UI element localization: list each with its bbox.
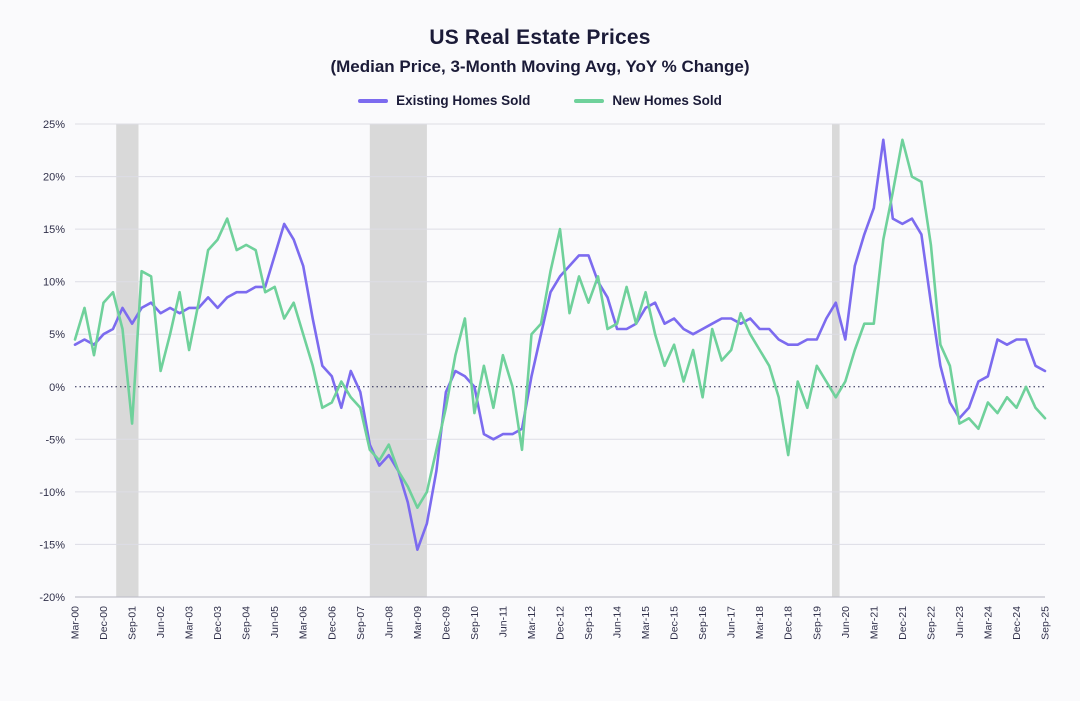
price-chart-svg: 25% 20% 15% 10% 5% 0% -5% -10% -15% -20% Mar-00 Dec… xyxy=(39,119,1052,640)
svg-text:5%: 5% xyxy=(49,329,65,341)
svg-text:10%: 10% xyxy=(43,277,65,289)
svg-text:Jun-14: Jun-14 xyxy=(612,606,624,638)
svg-text:-5%: -5% xyxy=(45,434,65,446)
svg-text:0%: 0% xyxy=(49,382,65,394)
chart-title: US Real Estate Prices xyxy=(429,26,651,49)
legend-label-new-homes: New Homes Sold xyxy=(612,93,722,108)
svg-text:15%: 15% xyxy=(43,224,65,236)
svg-text:Dec-06: Dec-06 xyxy=(326,606,338,640)
legend: Existing Homes Sold New Homes Sold xyxy=(0,93,1080,108)
chart: 25% 20% 15% 10% 5% 0% -5% -10% -15% -20% Mar-00 Dec… xyxy=(0,112,1080,657)
svg-text:Sep-25: Sep-25 xyxy=(1040,606,1052,640)
svg-text:Mar-00: Mar-00 xyxy=(70,606,82,639)
svg-text:Mar-24: Mar-24 xyxy=(982,606,994,639)
svg-text:Dec-09: Dec-09 xyxy=(440,606,452,640)
svg-text:Jun-08: Jun-08 xyxy=(383,606,395,638)
svg-text:Dec-12: Dec-12 xyxy=(555,606,567,640)
chart-subtitle: (Median Price, 3-Month Moving Avg, YoY %… xyxy=(330,57,750,76)
svg-text:Dec-00: Dec-00 xyxy=(98,606,110,640)
svg-text:-20%: -20% xyxy=(39,592,65,604)
svg-text:Dec-24: Dec-24 xyxy=(1011,606,1023,640)
svg-text:Jun-23: Jun-23 xyxy=(954,606,966,638)
svg-text:-10%: -10% xyxy=(39,487,65,499)
svg-text:Sep-07: Sep-07 xyxy=(355,606,367,640)
legend-label-existing-homes: Existing Homes Sold xyxy=(396,93,531,108)
svg-text:Mar-06: Mar-06 xyxy=(298,606,310,639)
svg-text:Sep-16: Sep-16 xyxy=(697,606,709,640)
legend-item-existing-homes: Existing Homes Sold xyxy=(358,93,530,108)
svg-text:Jun-02: Jun-02 xyxy=(155,606,167,638)
svg-text:Sep-19: Sep-19 xyxy=(811,606,823,640)
new-homes-line-swatch xyxy=(574,98,605,103)
svg-text:-15%: -15% xyxy=(39,539,65,551)
svg-text:Jun-05: Jun-05 xyxy=(269,606,281,638)
svg-text:Dec-21: Dec-21 xyxy=(897,606,909,640)
existing-homes-line-swatch xyxy=(358,98,389,103)
svg-text:Jun-17: Jun-17 xyxy=(726,606,738,638)
svg-text:Dec-03: Dec-03 xyxy=(212,606,224,640)
svg-text:Sep-10: Sep-10 xyxy=(469,606,481,640)
svg-text:Sep-22: Sep-22 xyxy=(925,606,937,640)
svg-text:Dec-15: Dec-15 xyxy=(669,606,681,640)
svg-text:Jun-11: Jun-11 xyxy=(497,606,509,637)
svg-text:25%: 25% xyxy=(43,119,65,131)
svg-text:Mar-09: Mar-09 xyxy=(412,606,424,639)
svg-text:Mar-15: Mar-15 xyxy=(640,606,652,639)
svg-text:Sep-13: Sep-13 xyxy=(583,606,595,640)
svg-text:Mar-21: Mar-21 xyxy=(868,606,880,639)
legend-item-new-homes: New Homes Sold xyxy=(574,93,722,108)
svg-text:Dec-18: Dec-18 xyxy=(783,606,795,640)
svg-text:Sep-01: Sep-01 xyxy=(127,606,139,640)
svg-text:Sep-04: Sep-04 xyxy=(241,606,253,640)
svg-text:Mar-18: Mar-18 xyxy=(754,606,766,639)
svg-text:Mar-03: Mar-03 xyxy=(184,606,196,639)
svg-text:Mar-12: Mar-12 xyxy=(526,606,538,639)
svg-text:Jun-20: Jun-20 xyxy=(840,606,852,638)
page: US Real Estate Prices (Median Price, 3-M… xyxy=(0,26,1080,657)
svg-text:20%: 20% xyxy=(43,172,65,184)
